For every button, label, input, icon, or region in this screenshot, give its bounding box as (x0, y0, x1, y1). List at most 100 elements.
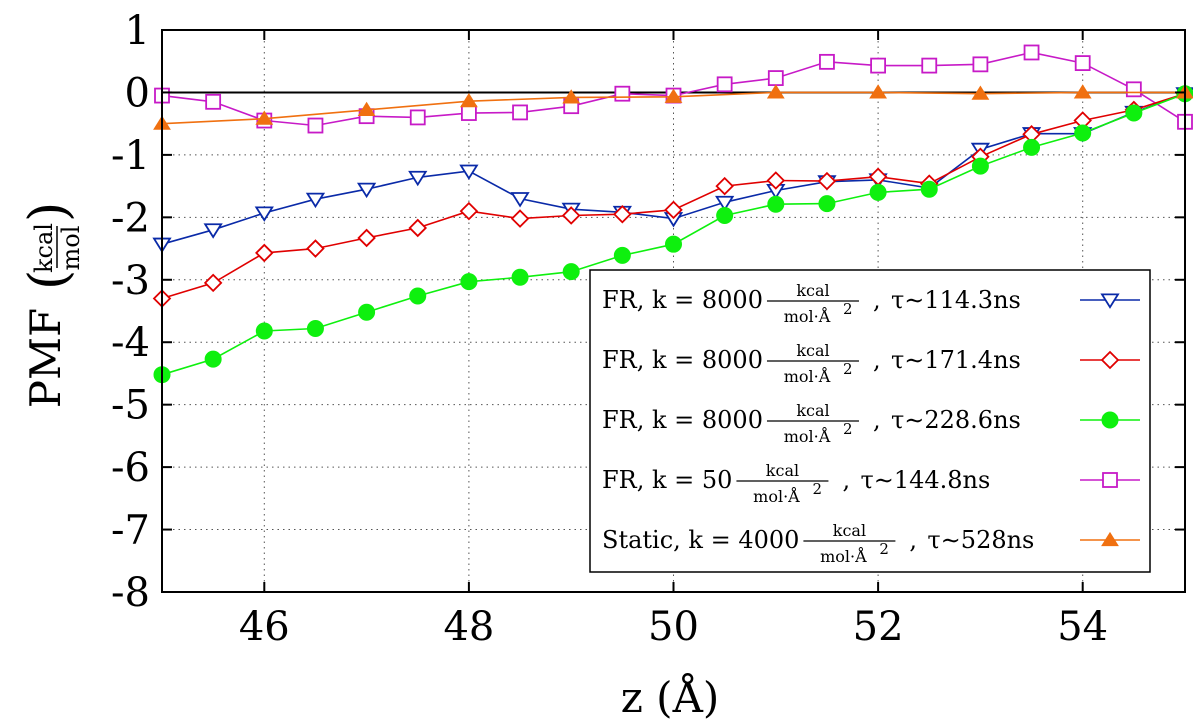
y-tick-label: -8 (111, 570, 150, 616)
data-point (1125, 104, 1143, 122)
legend-unit-numerator: kcal (796, 401, 829, 420)
y-axis-label-text: PMF (21, 308, 70, 408)
legend-separator: , (842, 466, 850, 494)
data-point (767, 195, 785, 213)
data-point (306, 239, 325, 258)
legend-unit-exponent: 2 (879, 540, 889, 558)
series-2 (152, 84, 1193, 308)
data-point (409, 287, 427, 305)
data-point (459, 164, 479, 181)
data-point (1074, 55, 1091, 71)
legend-unit-denominator: mol·Å (784, 366, 831, 386)
legend-separator: , (873, 346, 881, 374)
data-point (357, 101, 376, 117)
data-point (408, 170, 428, 187)
data-point (716, 76, 733, 93)
legend-unit-exponent: 2 (843, 420, 853, 438)
data-point (869, 84, 888, 99)
y-axis-unit-paren-close: ) (19, 202, 79, 222)
data-point (665, 235, 682, 253)
data-point (255, 243, 274, 263)
data-point (716, 206, 734, 224)
legend-label-prefix: FR, k = 8000 (602, 286, 763, 314)
data-point (971, 157, 989, 175)
legend-label-prefix: Static, k = 4000 (602, 526, 799, 554)
y-tick-label: -3 (111, 258, 150, 304)
x-tick-label: 50 (648, 604, 699, 650)
legend-unit-exponent: 2 (843, 300, 853, 318)
data-point (868, 167, 888, 187)
data-point (356, 182, 377, 199)
data-point (460, 105, 477, 121)
data-point (459, 201, 479, 221)
x-tick-label: 46 (239, 604, 290, 650)
data-point (767, 70, 784, 86)
data-point (510, 209, 530, 228)
series-3 (153, 85, 1193, 384)
y-tick-label: -4 (111, 320, 150, 366)
x-tick-label: 54 (1057, 604, 1108, 650)
y-axis-unit-numerator: kcal (30, 223, 58, 273)
data-point (561, 206, 581, 225)
data-point (408, 218, 428, 238)
data-point (511, 268, 529, 286)
data-point (305, 192, 326, 209)
data-point (255, 322, 273, 340)
data-point (869, 183, 887, 201)
data-point (817, 171, 837, 191)
data-point (613, 246, 631, 264)
y-tick-label: 0 (125, 70, 150, 116)
legend-separator: , (873, 406, 881, 434)
data-point (766, 84, 785, 99)
y-axis-unit-paren-open: ( (19, 270, 79, 290)
data-point (921, 57, 938, 74)
data-point (204, 350, 222, 368)
legend-separator: , (873, 286, 881, 314)
data-point (715, 195, 735, 212)
data-point (1073, 84, 1092, 99)
legend-entry-1: FR, k = 8000 kcal mol·Å 2, τ∼114.3ns (602, 281, 1140, 326)
legend-tau: τ∼144.8ns (860, 466, 990, 494)
legend-tau: τ∼114.3ns (891, 286, 1021, 314)
y-tick-label: -6 (111, 445, 150, 491)
data-point (613, 204, 632, 224)
legend-unit-numerator: kcal (796, 281, 829, 300)
y-tick-label: -7 (111, 508, 150, 554)
data-point (971, 85, 990, 100)
y-axis-ticks: 1 0 -1 -2 -3 -4 -5 -6 -7 -8 (111, 8, 1185, 616)
legend-sample-marker (1101, 531, 1119, 547)
data-point (255, 110, 274, 125)
y-tick-label: -2 (111, 195, 150, 241)
legend-sample-marker (1102, 472, 1118, 488)
legend-unit-exponent: 2 (843, 360, 853, 378)
data-point (459, 93, 478, 108)
legend-box (589, 269, 1151, 573)
legend-unit-numerator: kcal (796, 341, 829, 360)
x-tick-label: 52 (853, 604, 904, 650)
legend-unit-denominator: mol·Å (753, 486, 800, 506)
legend: FR, k = 8000 kcal mol·Å 2, τ∼114.3ns FR, k = … (589, 269, 1151, 573)
legend-tau: τ∼171.4ns (891, 346, 1021, 374)
data-point (254, 206, 274, 222)
legend-label-prefix: FR, k = 8000 (602, 406, 763, 434)
data-point (1125, 81, 1142, 98)
legend-sample-marker (1100, 350, 1120, 370)
x-axis-ticks: 46 48 50 52 54 (239, 30, 1108, 650)
data-point (664, 200, 683, 220)
series-4 (154, 44, 1193, 134)
data-point (562, 89, 581, 104)
legend-entry-5: Static, k = 4000 kcal mol·Å 2, τ∼528ns (602, 521, 1140, 566)
data-point (307, 117, 324, 134)
data-point (562, 263, 580, 281)
legend-unit-denominator: mol·Å (820, 546, 867, 566)
data-point (818, 195, 836, 213)
data-point (1023, 44, 1040, 61)
legend-unit-denominator: mol·Å (784, 426, 831, 446)
data-point (1074, 124, 1092, 142)
data-point (358, 303, 376, 321)
data-point (357, 228, 376, 248)
y-tick-label: 1 (125, 8, 150, 54)
x-tick-label: 48 (443, 604, 494, 650)
data-point (203, 223, 223, 239)
